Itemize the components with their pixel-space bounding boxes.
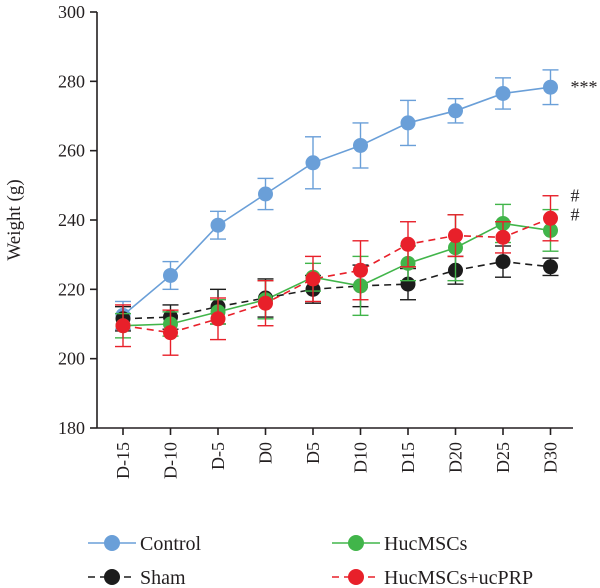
series-points-sham — [115, 245, 559, 332]
data-point — [305, 271, 321, 287]
legend-marker — [348, 569, 364, 585]
series-line-sham — [122, 260, 551, 320]
legend-item-hucmscs: HucMSCs — [332, 533, 468, 555]
legend-item-hucmscs-ucprp: HucMSCs+ucPRP — [332, 567, 533, 588]
series-line-hucmscs-ucprp — [122, 217, 551, 334]
legend-label: Control — [140, 533, 202, 555]
data-point — [495, 254, 511, 270]
x-tick-label: D-15 — [113, 442, 133, 479]
x-tick-label: D-5 — [208, 442, 228, 470]
series-points-hucmscs — [115, 203, 559, 339]
x-tick-label: D20 — [446, 442, 466, 473]
y-tick-label: 280 — [58, 71, 85, 91]
data-point — [448, 228, 463, 244]
legend-label: HucMSCs+ucPRP — [384, 567, 533, 588]
data-point — [258, 186, 273, 202]
legend-marker — [348, 535, 364, 551]
x-tick-label: D30 — [541, 442, 561, 473]
x-tick-label: D-10 — [161, 442, 181, 479]
legend-marker — [104, 535, 120, 551]
series-line-control — [122, 86, 551, 316]
data-point — [305, 155, 321, 171]
data-point — [163, 267, 178, 283]
data-point — [495, 85, 511, 101]
data-point — [163, 325, 178, 341]
x-tick-label: D15 — [398, 442, 418, 473]
y-ticks: 180 200 220 240 260 280 300 — [58, 2, 97, 438]
legend: Control Sham HucMSCs HucMSCs+ucPRP — [88, 533, 533, 588]
legend-marker — [104, 569, 120, 585]
series-line-hucmscs — [122, 222, 551, 327]
y-tick-label: 200 — [58, 349, 85, 369]
significance-annotation: *** — [571, 77, 598, 97]
y-axis-title: Weight (g) — [4, 179, 25, 260]
y-tick-label: 240 — [58, 210, 85, 230]
data-point — [353, 262, 368, 278]
data-point — [353, 137, 368, 153]
data-point — [543, 210, 558, 226]
series-lines — [122, 86, 551, 334]
series-points-control — [115, 69, 559, 330]
data-point — [115, 318, 131, 334]
data-point — [543, 79, 558, 95]
data-point — [400, 115, 416, 131]
series-markers — [115, 69, 559, 356]
y-tick-label: 220 — [58, 279, 85, 299]
x-ticks: D-15 D-10 D-5 D0 D5 D10 D15 D20 D25 D30 — [113, 428, 561, 479]
legend-item-sham: Sham — [88, 567, 186, 588]
y-tick-label: 300 — [58, 2, 85, 22]
x-tick-label: D5 — [303, 442, 323, 464]
x-tick-label: D0 — [256, 442, 276, 464]
data-point — [448, 103, 463, 119]
series-points-hucmscs-ucprp — [115, 195, 559, 356]
data-point — [543, 259, 558, 275]
data-point — [495, 229, 511, 245]
series-layer — [115, 69, 559, 356]
y-tick-label: 180 — [58, 418, 85, 438]
legend-item-control: Control — [88, 533, 202, 555]
legend-label: Sham — [140, 567, 186, 588]
axes-group: 180 200 220 240 260 280 300 D-15 D-10 D-5 D0 D5 D10… — [4, 2, 573, 479]
data-point — [210, 217, 226, 233]
annotations-layer: *** ## — [571, 77, 598, 224]
x-tick-label: D10 — [351, 442, 371, 473]
x-tick-label: D25 — [493, 442, 513, 473]
significance-annotation: # — [571, 204, 580, 224]
data-point — [400, 236, 416, 252]
y-tick-label: 260 — [58, 141, 85, 161]
legend-label: HucMSCs — [384, 533, 468, 555]
significance-annotation: # — [571, 185, 580, 205]
data-point — [258, 295, 273, 311]
data-point — [210, 311, 226, 327]
